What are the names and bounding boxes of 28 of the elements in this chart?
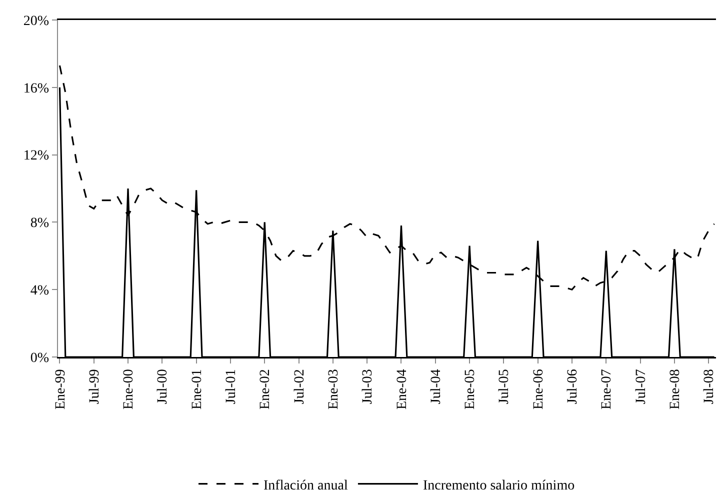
x-tick-label: Jul-08	[702, 369, 718, 404]
x-tick-label: Jul-04	[428, 369, 444, 404]
x-tick-label: Ene-00	[122, 369, 137, 410]
x-tick-label: Ene-01	[190, 369, 205, 410]
x-tick-label: Ene-03	[326, 369, 342, 410]
x-tick-label: Jul-05	[497, 369, 512, 404]
y-tick-label: 20%	[23, 14, 50, 29]
y-tick-label: 12%	[23, 148, 50, 164]
x-tick-label: Jul-06	[566, 369, 581, 404]
x-tick-label: Jul-03	[360, 369, 376, 404]
x-tick-label: Jul-01	[224, 369, 240, 404]
x-tick-label: Jul-99	[87, 369, 102, 404]
x-tick-label: Ene-08	[668, 369, 683, 410]
y-tick-label: 16%	[23, 81, 50, 96]
x-tick-label: Jul-02	[292, 369, 308, 404]
legend-label: Inflación anual	[264, 478, 348, 494]
x-tick-label: Ene-06	[531, 369, 546, 410]
y-tick-label: 8%	[30, 216, 50, 232]
y-tick-label: 4%	[30, 284, 50, 298]
x-tick-label: Ene-05	[463, 369, 478, 410]
x-tick-label: Ene-07	[600, 369, 615, 410]
x-tick-label: Jul-00	[156, 369, 171, 404]
x-tick-label: Ene-02	[258, 369, 274, 410]
legend-label: Incremento salario mínimo	[422, 478, 575, 494]
y-tick-label: 0%	[30, 350, 50, 366]
x-tick-label: Ene-04	[394, 369, 410, 410]
x-tick-label: Ene-99	[53, 369, 68, 410]
x-tick-label: Jul-07	[634, 369, 649, 404]
